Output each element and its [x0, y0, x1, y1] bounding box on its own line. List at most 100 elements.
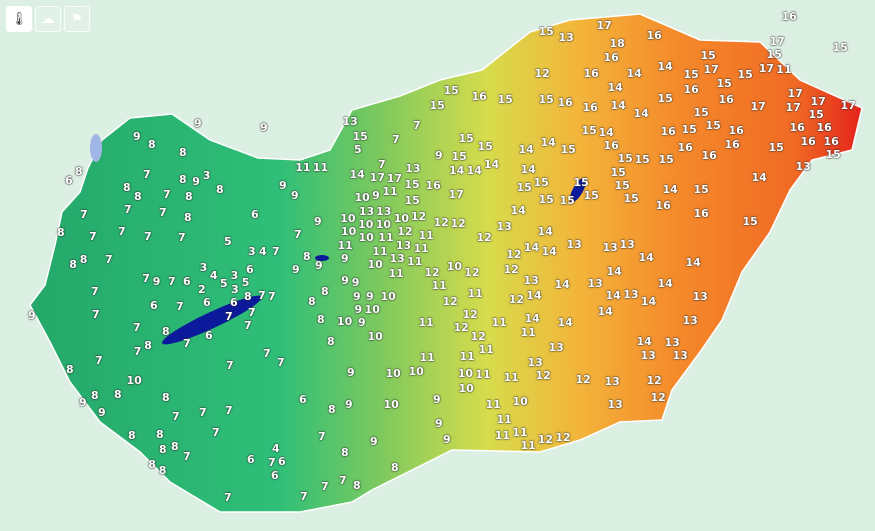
temperature-label: 12	[650, 390, 666, 404]
temperature-label: 6	[271, 469, 279, 483]
temperature-label: 6	[251, 207, 259, 221]
temperature-label: 11	[372, 244, 388, 258]
temperature-label: 7	[392, 132, 400, 146]
temperature-layer-button[interactable]: 🌡	[6, 6, 32, 32]
temperature-label: 7	[142, 271, 150, 285]
temperature-label: 9	[345, 397, 353, 411]
temperature-label: 14	[597, 304, 613, 318]
temperature-label: 10	[340, 224, 357, 238]
temperature-label: 13	[604, 374, 620, 388]
lake-tisza	[569, 177, 587, 203]
temperature-label: 6	[278, 455, 286, 469]
temperature-label: 12	[453, 321, 469, 335]
temperature-label: 11	[520, 439, 536, 453]
temperature-label: 14	[685, 255, 701, 269]
temperature-label: 12	[508, 292, 524, 306]
temperature-label: 16	[655, 198, 671, 212]
temperature-label: 14	[518, 142, 534, 156]
temperature-label: 16	[683, 82, 699, 96]
temperature-label: 8	[75, 164, 83, 178]
temperature-label: 16	[603, 139, 619, 153]
temperature-label: 14	[520, 162, 536, 176]
temperature-label: 13	[692, 289, 708, 303]
temperature-label: 15	[808, 107, 824, 121]
temperature-label: 15	[352, 129, 368, 143]
temperature-label: 3	[202, 168, 211, 182]
temperature-label: 7	[172, 409, 180, 423]
temperature-label: 16	[800, 134, 816, 148]
flag-icon: ⚑	[71, 11, 83, 27]
temperature-label: 10	[367, 329, 383, 343]
temperature-label: 12	[470, 329, 486, 343]
temperature-label: 17	[810, 94, 826, 108]
temperature-label: 15	[768, 140, 784, 154]
temperature-label: 8	[179, 145, 187, 159]
temperature-label: 7	[168, 274, 176, 288]
temperature-label: 13	[672, 349, 688, 363]
temperature-label: 14	[751, 170, 767, 184]
temperature-label: 14	[636, 334, 652, 348]
lake-neusiedl	[90, 134, 102, 162]
flag-layer-button[interactable]: ⚑	[64, 6, 90, 32]
temperature-label: 11	[503, 370, 519, 384]
temperature-label: 12	[433, 215, 449, 229]
temperature-label: 15	[617, 152, 633, 166]
temperature-label: 8	[162, 324, 170, 338]
temperature-label: 7	[143, 167, 151, 181]
temperature-label: 7	[339, 473, 347, 487]
temperature-label: 10	[457, 366, 473, 380]
temperature-label: 8	[244, 289, 252, 303]
temperature-label: 15	[497, 92, 513, 106]
temperature-label: 8	[308, 294, 316, 308]
temperature-label: 17	[787, 87, 803, 101]
temperature-label: 8	[144, 338, 152, 352]
temperature-label: 10	[380, 289, 396, 303]
temperature-label: 15	[832, 40, 848, 54]
temperature-label: 11	[467, 286, 483, 300]
temperature-label: 10	[358, 218, 374, 232]
temperature-label: 16	[781, 9, 797, 23]
temperature-label: 9	[279, 178, 287, 192]
temperature-label: 7	[159, 205, 167, 219]
temperature-label: 12	[503, 262, 519, 276]
temperature-label: 2	[198, 282, 206, 296]
temperature-label: 7	[183, 336, 191, 350]
temperature-label: 8	[341, 445, 349, 459]
temperature-label: 10	[375, 218, 392, 232]
temperature-label: 13	[558, 30, 574, 44]
temperature-label: 16	[557, 95, 573, 109]
temperature-label: 7	[413, 118, 421, 132]
temperature-label: 16	[425, 178, 441, 192]
temperature-label: 6	[65, 173, 73, 187]
temperature-label: 14	[640, 294, 657, 308]
temperature-label: 7	[144, 229, 152, 243]
temperature-label: 14	[540, 135, 556, 149]
temperature-label: 14	[526, 288, 542, 302]
temperature-label: 11	[478, 343, 494, 357]
temperature-label: 11	[418, 315, 434, 329]
temperature-label: 8	[159, 442, 167, 456]
lake-balaton	[162, 295, 262, 345]
temperature-label: 17	[840, 98, 856, 112]
temperature-label: 12	[424, 265, 440, 279]
temperature-label: 8	[179, 172, 187, 186]
temperature-label: 17	[448, 187, 464, 201]
temperature-label: 7	[95, 353, 103, 367]
temperature-label: 11	[337, 238, 353, 252]
temperature-label: 17	[703, 62, 719, 76]
temperature-label: 11	[388, 267, 404, 281]
temperature-label: 9	[351, 276, 360, 290]
temperature-label: 8	[134, 189, 142, 203]
temperature-label: 9	[152, 274, 161, 288]
temperature-label: 14	[598, 126, 614, 140]
temperature-label: 11	[520, 325, 536, 339]
temperature-label: 15	[477, 139, 493, 153]
temperature-label: 13	[607, 397, 623, 411]
temperature-label: 11	[776, 62, 792, 76]
weather-layer-button[interactable]: ☁	[35, 6, 61, 32]
temperature-label: 7	[378, 157, 386, 171]
temperature-label: 9	[79, 395, 87, 409]
temperature-label: 7	[92, 307, 100, 321]
temperature-label: 18	[609, 37, 625, 51]
